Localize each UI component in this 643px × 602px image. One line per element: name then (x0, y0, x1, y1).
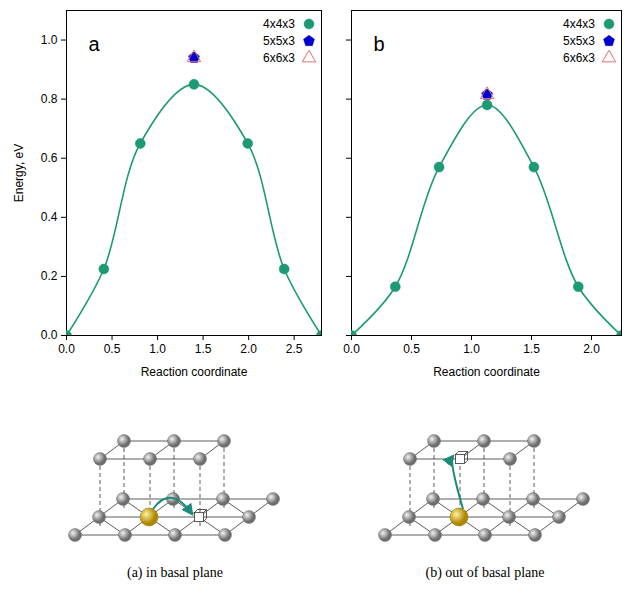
svg-text:b: b (374, 33, 385, 55)
svg-text:5x5x3: 5x5x3 (563, 34, 595, 48)
svg-text:0.6: 0.6 (41, 151, 58, 165)
svg-text:2.0: 2.0 (583, 342, 600, 356)
svg-text:1.5: 1.5 (195, 342, 212, 356)
svg-text:6x6x3: 6x6x3 (263, 51, 295, 65)
svg-text:(b) out of basal plane: (b) out of basal plane (426, 565, 545, 581)
svg-text:0.5: 0.5 (104, 342, 121, 356)
svg-text:0.0: 0.0 (343, 342, 360, 356)
svg-text:1.5: 1.5 (523, 342, 540, 356)
svg-text:0.4: 0.4 (41, 210, 58, 224)
svg-text:4x4x3: 4x4x3 (263, 17, 295, 31)
svg-text:1.0: 1.0 (149, 342, 166, 356)
svg-text:0.8: 0.8 (41, 92, 58, 106)
svg-text:2.0: 2.0 (240, 342, 257, 356)
svg-text:6x6x3: 6x6x3 (563, 51, 595, 65)
svg-text:a: a (89, 33, 101, 55)
svg-text:5x5x3: 5x5x3 (263, 34, 295, 48)
svg-text:Energy, eV: Energy, eV (12, 144, 26, 202)
svg-text:0.0: 0.0 (58, 342, 75, 356)
svg-text:0.0: 0.0 (41, 328, 58, 342)
svg-text:0.2: 0.2 (41, 269, 58, 283)
svg-text:Reaction coordinate: Reaction coordinate (433, 365, 540, 379)
svg-text:1.0: 1.0 (463, 342, 480, 356)
svg-text:2.5: 2.5 (286, 342, 303, 356)
svg-text:4x4x3: 4x4x3 (563, 17, 595, 31)
svg-text:(a) in basal plane: (a) in basal plane (127, 565, 223, 581)
svg-text:1.0: 1.0 (41, 33, 58, 47)
svg-text:0.5: 0.5 (403, 342, 420, 356)
svg-text:Reaction coordinate: Reaction coordinate (141, 365, 248, 379)
